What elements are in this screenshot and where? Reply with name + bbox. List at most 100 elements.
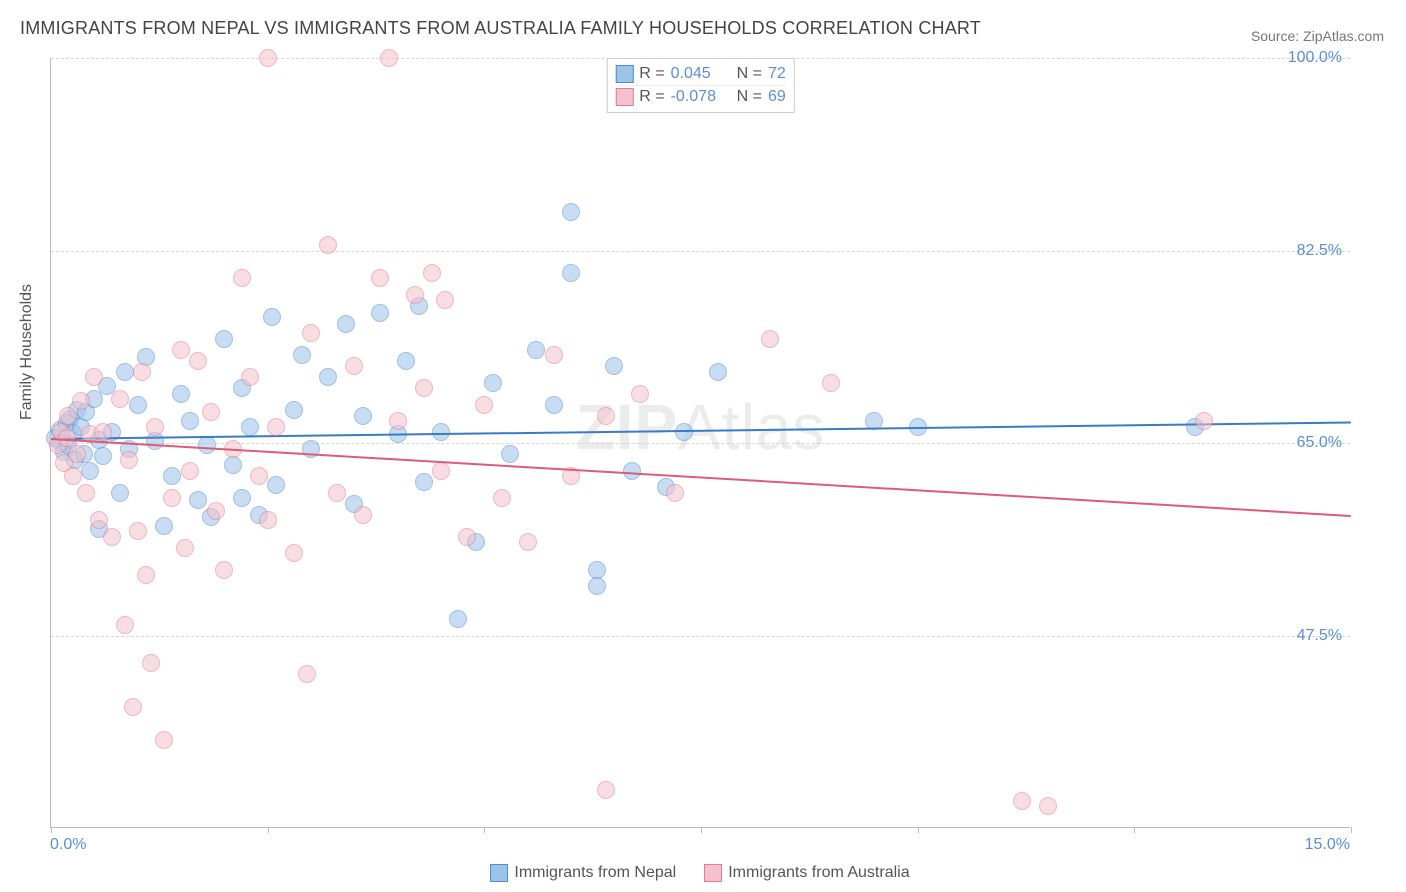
- chart-title: IMMIGRANTS FROM NEPAL VS IMMIGRANTS FROM…: [20, 18, 981, 39]
- data-point: [116, 616, 134, 634]
- data-point: [285, 401, 303, 419]
- legend-label: Immigrants from Nepal: [514, 864, 676, 882]
- data-point: [1039, 797, 1057, 815]
- series-legend: Immigrants from Nepal Immigrants from Aus…: [50, 864, 1350, 882]
- data-point: [215, 330, 233, 348]
- data-point: [77, 484, 95, 502]
- data-point: [709, 363, 727, 381]
- n-label: N =: [737, 88, 762, 106]
- data-point: [423, 264, 441, 282]
- x-tick: [701, 827, 702, 833]
- data-point: [146, 418, 164, 436]
- data-point: [458, 528, 476, 546]
- data-point: [319, 368, 337, 386]
- y-tick-label: 47.5%: [1297, 627, 1342, 645]
- data-point: [493, 489, 511, 507]
- source-attribution: Source: ZipAtlas.com: [1251, 28, 1384, 44]
- data-point: [328, 484, 346, 502]
- data-point: [116, 363, 134, 381]
- data-point: [189, 491, 207, 509]
- data-point: [58, 429, 76, 447]
- data-point: [64, 467, 82, 485]
- data-point: [207, 502, 225, 520]
- data-point: [605, 357, 623, 375]
- data-point: [241, 418, 259, 436]
- data-point: [85, 368, 103, 386]
- data-point: [519, 533, 537, 551]
- data-point: [302, 324, 320, 342]
- y-tick-label: 100.0%: [1288, 49, 1342, 67]
- data-point: [432, 462, 450, 480]
- x-tick: [484, 827, 485, 833]
- data-point: [449, 610, 467, 628]
- x-tick: [1351, 827, 1352, 833]
- data-point: [181, 462, 199, 480]
- y-tick-label: 82.5%: [1297, 242, 1342, 260]
- data-point: [176, 539, 194, 557]
- data-point: [81, 462, 99, 480]
- stats-row: R =0.045N =72: [615, 63, 785, 85]
- data-point: [389, 412, 407, 430]
- data-point: [189, 352, 207, 370]
- data-point: [137, 566, 155, 584]
- gridline: [51, 251, 1350, 252]
- x-tick: [51, 827, 52, 833]
- data-point: [111, 390, 129, 408]
- data-point: [527, 341, 545, 359]
- data-point: [111, 484, 129, 502]
- data-point: [545, 346, 563, 364]
- data-point: [761, 330, 779, 348]
- data-point: [588, 577, 606, 595]
- scatter-plot-area: ZIPAtlas R =0.045N =72R =-0.078N =69 47.…: [50, 58, 1350, 828]
- data-point: [94, 423, 112, 441]
- data-point: [267, 476, 285, 494]
- data-point: [623, 462, 641, 480]
- x-tick: [1134, 827, 1135, 833]
- n-value: 69: [768, 88, 786, 106]
- correlation-stats-box: R =0.045N =72R =-0.078N =69: [606, 58, 794, 113]
- data-point: [103, 528, 121, 546]
- y-axis-label: Family Households: [18, 284, 36, 420]
- gridline: [51, 443, 1350, 444]
- legend-swatch: [490, 864, 508, 882]
- data-point: [293, 346, 311, 364]
- data-point: [1013, 792, 1031, 810]
- data-point: [241, 368, 259, 386]
- data-point: [263, 308, 281, 326]
- data-point: [666, 484, 684, 502]
- data-point: [124, 698, 142, 716]
- data-point: [1195, 412, 1213, 430]
- data-point: [406, 286, 424, 304]
- legend-swatch: [704, 864, 722, 882]
- data-point: [172, 341, 190, 359]
- data-point: [129, 396, 147, 414]
- data-point: [250, 467, 268, 485]
- n-label: N =: [737, 65, 762, 83]
- data-point: [267, 418, 285, 436]
- data-point: [436, 291, 454, 309]
- data-point: [597, 407, 615, 425]
- data-point: [202, 403, 220, 421]
- data-point: [155, 517, 173, 535]
- data-point: [198, 436, 216, 454]
- data-point: [631, 385, 649, 403]
- n-value: 72: [768, 65, 786, 83]
- data-point: [588, 561, 606, 579]
- data-point: [215, 561, 233, 579]
- stats-row: R =-0.078N =69: [615, 85, 785, 108]
- data-point: [354, 506, 372, 524]
- data-point: [163, 467, 181, 485]
- data-point: [129, 522, 147, 540]
- data-point: [68, 445, 86, 463]
- data-point: [415, 379, 433, 397]
- data-point: [120, 451, 138, 469]
- gridline: [51, 58, 1350, 59]
- data-point: [562, 264, 580, 282]
- legend-item: Immigrants from Australia: [704, 864, 909, 882]
- data-point: [475, 396, 493, 414]
- legend-label: Immigrants from Australia: [728, 864, 909, 882]
- data-point: [319, 236, 337, 254]
- data-point: [354, 407, 372, 425]
- data-point: [133, 363, 151, 381]
- data-point: [259, 511, 277, 529]
